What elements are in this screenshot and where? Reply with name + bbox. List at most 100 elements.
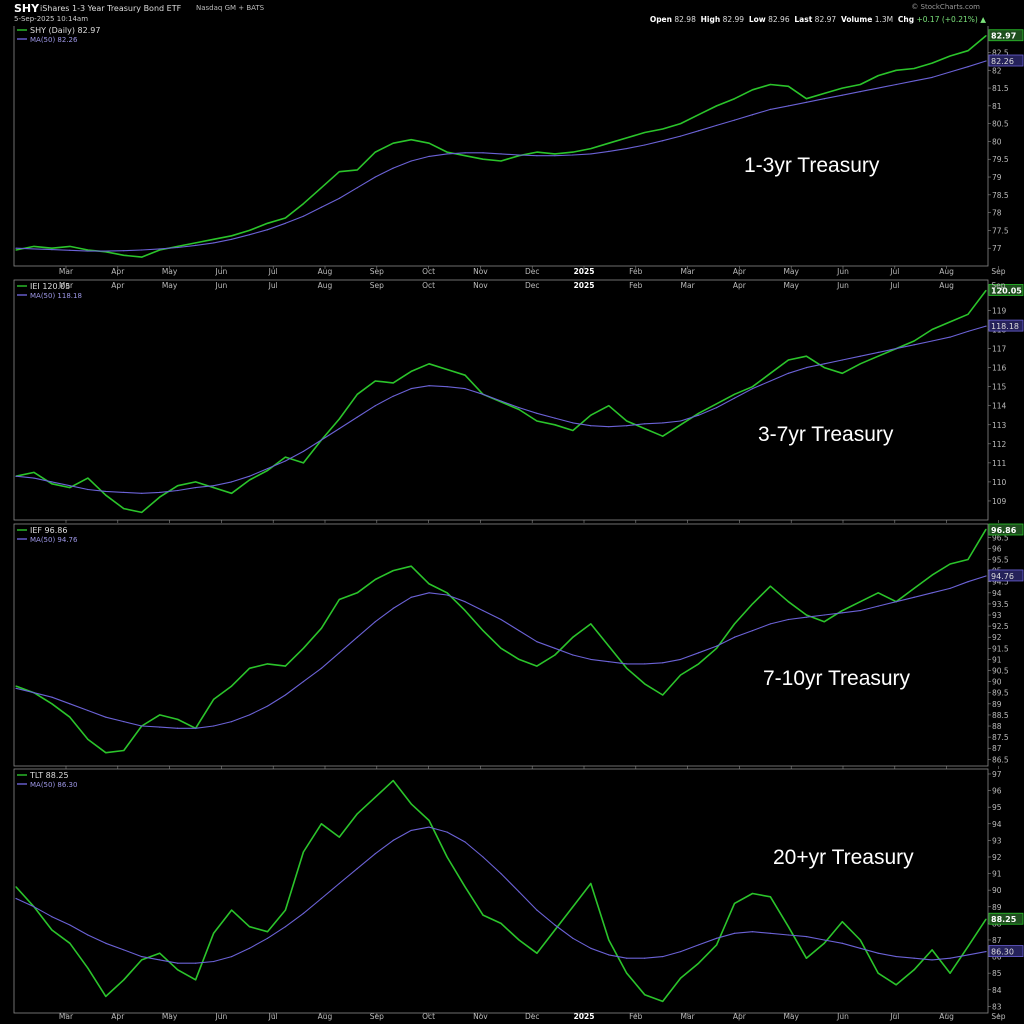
data-point-shy-ma50 [644,144,646,146]
data-point-tlt-ma50 [15,897,17,900]
x-axis-label: Sep [370,281,384,290]
ticker-symbol: SHY [14,2,40,15]
low-value: 82.96 [768,15,790,24]
data-point-ief-price [482,629,484,632]
data-point-ief-ma50 [805,616,807,618]
data-point-ief-price [338,598,340,601]
y-tick-label: 87 [992,936,1002,945]
data-point-iei-price [212,487,215,489]
data-point-shy-ma50 [626,147,628,150]
legend-label-shy: SHY (Daily) 82.97 [30,26,100,35]
data-point-shy-price [230,235,233,237]
y-tick-label: 77.5 [992,226,1009,235]
data-point-shy-ma50 [69,249,71,251]
y-tick-label: 89 [992,700,1002,709]
y-tick-label: 95.5 [992,556,1009,565]
data-point-shy-price [697,114,700,116]
data-point-iei-ma50 [913,344,915,346]
data-point-ief-ma50 [141,725,143,727]
x-axis-label: Sep [991,1012,1005,1021]
volume-value: 1.3M [874,15,894,24]
data-point-iei-price [931,328,933,331]
data-point-ief-price [212,698,215,700]
data-point-shy-price [554,153,556,155]
data-point-iei-ma50 [823,363,825,365]
data-point-tlt-ma50 [967,954,969,956]
data-point-iei-price [608,405,610,407]
data-point-tlt-price [985,918,987,920]
data-point-shy-ma50 [895,83,897,86]
data-point-tlt-ma50 [464,841,466,843]
data-point-iei-ma50 [877,351,879,353]
series-line-ief-ma50 [15,575,987,729]
data-point-iei-price [859,363,861,365]
data-point-ief-price [69,716,71,718]
data-point-shy-ma50 [230,238,233,240]
y-tick-label: 93.5 [992,600,1009,609]
y-tick-label: 93 [992,611,1002,620]
data-point-iei-price [787,359,790,361]
data-point-tlt-price [159,952,161,954]
data-point-ief-price [680,674,682,676]
data-point-iei-price [446,368,448,371]
legend-label-shy: MA(50) 82.26 [30,36,78,44]
y-tick-label: 83 [992,1002,1002,1011]
data-point-shy-price [159,249,161,251]
data-point-tlt-ma50 [662,955,664,958]
data-point-shy-price [680,123,682,125]
data-point-shy-price [859,83,861,86]
y-tick-label: 81 [992,102,1002,111]
y-tick-label: 113 [992,421,1007,430]
data-point-shy-ma50 [33,248,35,250]
x-axis-label: Nov [473,1012,488,1021]
x-axis-label: Aug [318,267,333,276]
data-point-ief-price [410,565,412,567]
data-point-iei-ma50 [985,325,987,327]
legend-label-iei: IEI 120.05 [30,282,70,291]
x-axis-label: Dec [525,281,540,290]
data-point-shy-ma50 [302,215,305,217]
data-point-shy-price [787,85,790,87]
last-price-box: 120.05 [991,286,1022,295]
data-point-ief-ma50 [572,654,574,656]
data-point-shy-price [302,203,305,205]
data-point-tlt-ma50 [626,957,628,959]
data-point-iei-ma50 [662,422,664,424]
ma-value-box-bg [988,569,1024,582]
x-axis-label: 2025 [574,267,595,276]
y-tick-label: 114 [992,402,1007,411]
data-point-ief-ma50 [15,687,17,689]
x-axis-label: May [783,267,799,276]
data-point-ief-ma50 [715,645,718,647]
data-point-tlt-ma50 [51,916,53,918]
data-point-tlt-price [697,962,700,964]
data-point-ief-price [230,685,233,687]
data-point-shy-price [464,155,466,157]
data-point-tlt-price [949,972,951,974]
y-tick-label: 94 [992,820,1002,829]
data-point-shy-price [320,187,322,189]
data-point-tlt-price [680,977,682,979]
x-axis-label: Jun [215,267,228,276]
data-point-tlt-ma50 [482,856,484,858]
data-point-tlt-price [248,926,251,928]
data-point-ief-price [787,601,790,603]
series-line-iei-ma50 [15,325,987,494]
data-point-ief-price [284,665,287,667]
data-point-iei-ma50 [69,485,71,487]
data-point-shy-ma50 [15,247,17,249]
data-point-tlt-price [733,902,736,905]
data-point-ief-ma50 [446,594,448,596]
data-point-iei-ma50 [248,475,251,477]
data-point-tlt-ma50 [536,909,538,911]
data-point-ief-ma50 [302,681,305,683]
data-point-shy-price [69,245,71,248]
data-point-tlt-ma50 [302,912,305,915]
data-point-ief-price [356,592,358,594]
data-point-tlt-ma50 [123,949,125,951]
y-tick-label: 89 [992,903,1002,912]
data-point-ief-price [644,683,646,685]
data-point-iei-price [195,481,197,483]
data-point-shy-ma50 [841,94,843,96]
data-point-tlt-ma50 [356,867,358,870]
